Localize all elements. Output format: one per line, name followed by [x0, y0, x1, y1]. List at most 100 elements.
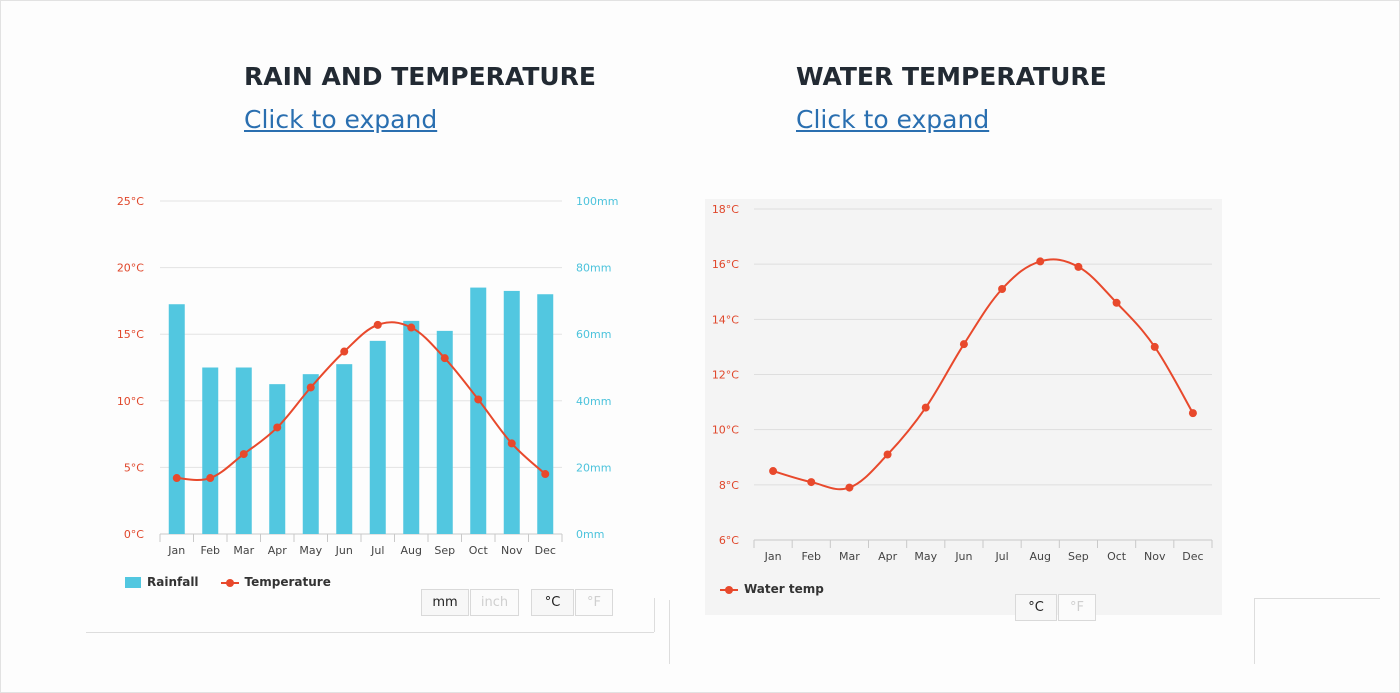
water-temp-point	[883, 450, 892, 459]
water-temp-swatch-icon	[720, 584, 738, 595]
water-temp-legend: Water temp	[720, 582, 846, 596]
y-tick-label: 8°C	[719, 479, 739, 492]
unit-celsius-button[interactable]: °C	[531, 589, 574, 616]
water-temp-point	[959, 340, 968, 349]
y-tick-label: 16°C	[712, 258, 739, 271]
legend-rainfall-label: Rainfall	[147, 575, 199, 589]
x-tick-label: Nov	[501, 544, 523, 557]
x-tick-label: Jul	[994, 550, 1008, 563]
x-tick-label: Dec	[535, 544, 556, 557]
water-temp-title: WATER TEMPERATURE	[796, 62, 1107, 91]
rainfall-bar	[302, 374, 319, 534]
temperature-point	[273, 423, 282, 432]
y-left-tick-label: 5°C	[124, 461, 144, 474]
water-temp-point	[1150, 342, 1159, 351]
temperature-point	[172, 474, 181, 483]
water-temp-point	[1188, 409, 1197, 418]
right-panel-right-border	[1254, 598, 1255, 664]
rain-temp-chart-svg: 0°C 5°C 10°C 15°C 20°C 25°C 0mm 20mm 40mm 60mm 80m…	[117, 195, 619, 557]
x-tick-label: Mar	[233, 544, 254, 557]
x-tick-label: Aug	[1030, 550, 1051, 563]
temperature-point	[340, 347, 349, 356]
rainfall-bar	[202, 367, 219, 534]
y-right-tick-label: 20mm	[576, 461, 611, 474]
temperature-point	[474, 395, 483, 404]
x-tick-label: Nov	[1144, 550, 1166, 563]
temperature-point	[541, 470, 550, 479]
rainfall-bar	[269, 384, 286, 534]
left-panel-bottom-border	[86, 632, 654, 633]
y-right-tick-label: 80mm	[576, 262, 611, 275]
temperature-point	[373, 320, 382, 329]
x-tick-label: May	[914, 550, 937, 563]
y-right-tick-label: 40mm	[576, 395, 611, 408]
rainfall-bar	[503, 290, 520, 534]
legend-temperature[interactable]: Temperature	[220, 575, 331, 589]
rainfall-bar	[403, 320, 420, 534]
y-right-tick-label: 100mm	[576, 195, 618, 208]
y-tick-label: 12°C	[712, 369, 739, 382]
unit-fahrenheit-button[interactable]: °F	[575, 589, 613, 616]
rain-temp-legend: Rainfall Temperature	[125, 575, 353, 589]
y-left-tick-label: 20°C	[117, 262, 144, 275]
rain-temp-title: RAIN AND TEMPERATURE	[244, 62, 597, 91]
water-temp-expand-link[interactable]: Click to expand	[796, 105, 990, 134]
x-tick-label: Dec	[1182, 550, 1203, 563]
left-panel-side-border	[654, 598, 655, 632]
water-temp-point	[1036, 257, 1045, 266]
temperature-point	[239, 450, 248, 459]
rain-temp-expand-link[interactable]: Click to expand	[244, 105, 438, 134]
x-tick-label: Aug	[401, 544, 422, 557]
rainfall-bar	[369, 340, 386, 534]
y-left-tick-label: 15°C	[117, 328, 144, 341]
x-tick-label: Feb	[201, 544, 220, 557]
y-right-tick-label: 60mm	[576, 328, 611, 341]
y-tick-label: 18°C	[712, 203, 739, 216]
water-temp-point	[998, 284, 1007, 293]
x-tick-label: Apr	[878, 550, 898, 563]
water-temp-point	[769, 467, 778, 476]
water-unit-celsius-button[interactable]: °C	[1015, 594, 1057, 621]
right-panel-left-border	[669, 600, 670, 664]
legend-temperature-label: Temperature	[244, 575, 331, 589]
x-tick-label: Jul	[370, 544, 384, 557]
x-tick-label: Oct	[469, 544, 489, 557]
rainfall-swatch-icon	[125, 576, 141, 588]
y-left-tick-label: 25°C	[117, 195, 144, 208]
legend-water-temp[interactable]: Water temp	[720, 582, 824, 596]
x-tick-label: Mar	[839, 550, 860, 563]
temperature-swatch-icon	[220, 577, 239, 588]
legend-rainfall[interactable]: Rainfall	[125, 575, 199, 589]
rainfall-bar	[436, 330, 453, 534]
x-tick-label: Feb	[802, 550, 821, 563]
x-tick-label: Jan	[764, 550, 782, 563]
rainfall-bar	[168, 304, 185, 534]
y-tick-label: 10°C	[712, 424, 739, 437]
water-temp-point	[845, 483, 854, 492]
temperature-point	[407, 323, 416, 332]
x-tick-label: Oct	[1107, 550, 1127, 563]
water-temp-point	[921, 403, 930, 412]
x-tick-label: Jan	[167, 544, 185, 557]
x-tick-label: Jun	[954, 550, 972, 563]
x-tick-label: Jun	[335, 544, 353, 557]
water-temp-point	[1074, 262, 1083, 271]
x-tick-label: Sep	[1068, 550, 1089, 563]
y-tick-label: 6°C	[719, 534, 739, 547]
y-right-tick-label: 0mm	[576, 528, 604, 541]
unit-inch-button[interactable]: inch	[470, 589, 519, 616]
right-panel-top-border	[1254, 598, 1380, 599]
temperature-point	[440, 354, 449, 363]
unit-mm-button[interactable]: mm	[421, 589, 469, 616]
x-tick-label: May	[299, 544, 322, 557]
water-unit-fahrenheit-button[interactable]: °F	[1058, 594, 1096, 621]
rainfall-bar	[336, 364, 353, 534]
temperature-point	[306, 383, 315, 392]
y-tick-label: 14°C	[712, 313, 739, 326]
y-left-tick-label: 0°C	[124, 528, 144, 541]
x-tick-label: Sep	[434, 544, 455, 557]
x-tick-label: Apr	[268, 544, 288, 557]
legend-water-temp-label: Water temp	[744, 582, 824, 596]
y-left-tick-label: 10°C	[117, 395, 144, 408]
